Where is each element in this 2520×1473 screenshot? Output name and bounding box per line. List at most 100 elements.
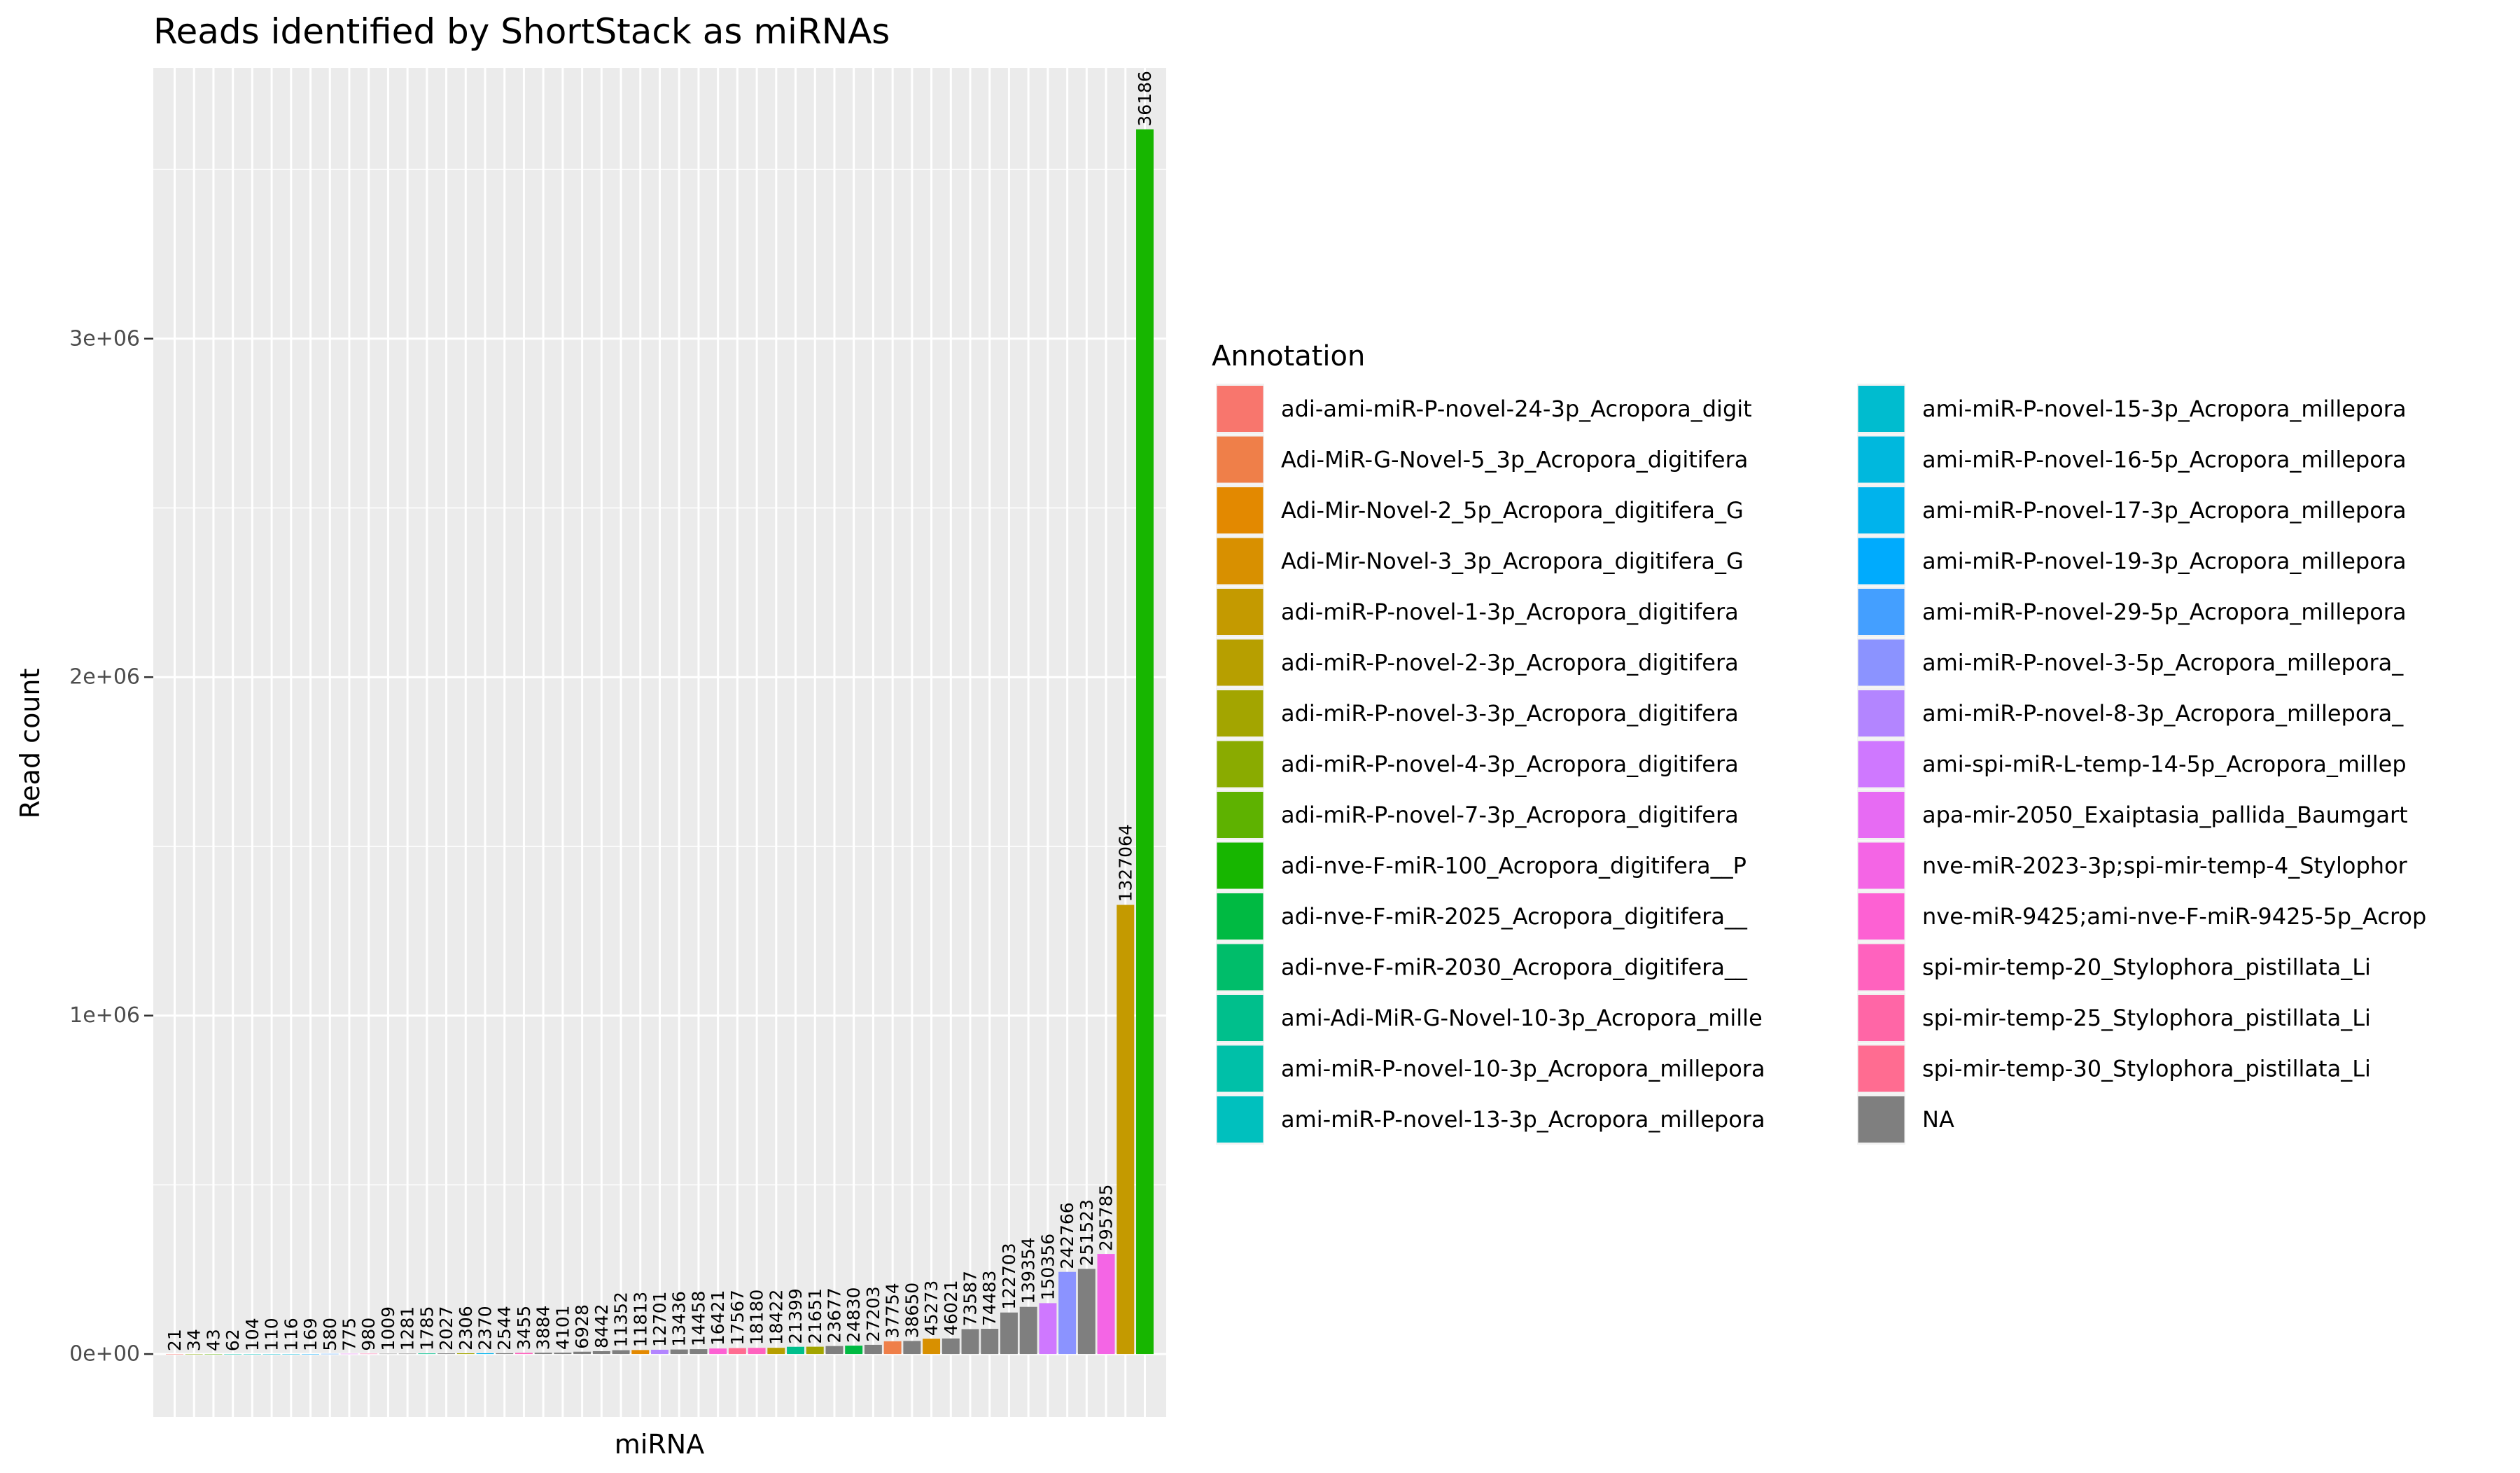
bar-value-label: 34 [184,1329,204,1351]
legend-label: nve-miR-2023-3p;spi-mir-temp-4_Stylophor [1922,853,2408,879]
bar-value-label: 23677 [824,1287,844,1343]
bar-value-label: 580 [320,1318,340,1351]
legend-swatch [1858,995,1905,1041]
y-axis: 0e+00 1e+06 2e+06 3e+06 [69,326,153,1367]
bar [1039,1303,1057,1355]
legend-item: adi-miR-P-novel-2-3p_Acropora_digitifera [1216,637,1739,688]
legend-item: spi-mir-temp-20_Stylophora_pistillata_Li [1857,942,2371,993]
bar-value-label: 11813 [630,1292,650,1348]
legend-swatch [1217,842,1264,889]
bar [709,1348,727,1355]
legend-item: Adi-Mir-Novel-2_5p_Acropora_digitifera_G [1216,485,1744,536]
legend-label: adi-miR-P-novel-7-3p_Acropora_digitifera [1281,802,1739,828]
bar-value-label: 21 [164,1329,185,1351]
bar [1000,1312,1018,1355]
y-axis-title: Read count [15,669,46,819]
bar-value-label: 62 [223,1329,243,1351]
legend-swatch [1858,792,1905,838]
bar-value-label: 18422 [766,1290,786,1346]
bar [787,1346,805,1355]
legend-item: adi-nve-F-miR-100_Acropora_digitifera__P [1216,840,1746,891]
legend-label: adi-miR-P-novel-3-3p_Acropora_digitifera [1281,700,1739,727]
legend-swatch [1858,386,1905,432]
bar-value-label: 1327064 [1115,824,1135,902]
bar [864,1344,882,1355]
legend-label: ami-spi-miR-L-temp-14-5p_Acropora_millep [1922,751,2407,778]
bar-value-label: 8442 [592,1304,612,1348]
bar-value-label: 122703 [999,1243,1019,1309]
bar-value-label: 3455 [514,1306,534,1350]
bars [166,129,1154,1355]
bar [845,1346,863,1355]
legend-label: adi-miR-P-novel-1-3p_Acropora_digitifera [1281,599,1739,625]
bar [961,1329,979,1355]
legend-label: adi-miR-P-novel-4-3p_Acropora_digitifera [1281,751,1739,778]
legend-item: ami-miR-P-novel-3-5p_Acropora_millepora_ [1857,637,2404,688]
bar-value-label: 36186 [1135,71,1155,127]
bar-value-label: 3884 [533,1306,554,1350]
legend-swatch [1217,792,1264,838]
legend-item: adi-nve-F-miR-2030_Acropora_digitifera__ [1216,942,1748,993]
legend-item: nve-miR-9425;ami-nve-F-miR-9425-5p_Acrop [1857,891,2426,942]
bar-value-label: 980 [358,1318,379,1351]
bar-value-label: 12701 [650,1291,670,1347]
bar [438,1353,456,1355]
bar-value-label: 6928 [572,1304,592,1349]
legend-swatch [1858,893,1905,940]
bar-value-label: 17567 [727,1290,748,1346]
legend-swatch [1858,639,1905,686]
legend-item: adi-miR-P-novel-7-3p_Acropora_digitifera [1216,790,1739,840]
bar-value-label: 116 [281,1318,301,1351]
legend-swatch [1217,995,1264,1041]
bar [262,1354,281,1355]
bar [690,1349,708,1355]
legend-swatch [1217,487,1264,533]
bar [496,1353,514,1355]
legend-item: Adi-Mir-Novel-3_3p_Acropora_digitifera_G [1216,536,1744,587]
bar-value-label: 14458 [688,1291,708,1347]
bar [1097,1254,1115,1355]
bar-value-label: 18180 [747,1290,767,1346]
legend-label: ami-miR-P-novel-29-5p_Acropora_millepora [1922,599,2407,625]
legend-swatch [1217,538,1264,585]
bar [728,1348,746,1355]
bar-value-label: 16421 [708,1290,728,1346]
legend-label: adi-ami-miR-P-novel-24-3p_Acropora_digit [1281,396,1752,422]
bar [456,1353,475,1355]
bar-value-label: 1281 [398,1306,418,1351]
legend-item: ami-miR-P-novel-29-5p_Acropora_millepora [1857,587,2407,637]
legend-item: ami-miR-P-novel-13-3p_Acropora_millepora [1216,1094,1765,1145]
bar-value-label: 46021 [941,1280,961,1336]
legend-item: adi-miR-P-novel-1-3p_Acropora_digitifera [1216,587,1739,637]
legend-item: ami-miR-P-novel-8-3p_Acropora_millepora_ [1857,688,2404,739]
bar [166,1354,183,1355]
legend-label: ami-miR-P-novel-16-5p_Acropora_millepora [1922,447,2407,473]
bar [981,1329,999,1355]
bar [185,1354,203,1355]
legend-item: apa-mir-2050_Exaiptasia_pallida_Baumgart [1857,790,2408,840]
chart-title: Reads identified by ShortStack as miRNAs [153,11,890,52]
legend-label: ami-miR-P-novel-13-3p_Acropora_millepora [1281,1106,1765,1133]
bar-value-label: 21651 [805,1288,825,1344]
legend-swatch [1858,741,1905,788]
bar [398,1353,416,1355]
legend-item: ami-miR-P-novel-19-3p_Acropora_millepora [1857,536,2407,587]
bar [767,1348,785,1355]
legend-item: spi-mir-temp-30_Stylophora_pistillata_Li [1857,1043,2371,1094]
bar-value-label: 4101 [552,1305,573,1350]
legend-label: ami-miR-P-novel-19-3p_Acropora_millepora [1922,548,2407,575]
bar-value-label: 169 [300,1318,321,1351]
bar [883,1341,902,1355]
grid-major [153,68,1166,1417]
bar-value-label: 110 [262,1318,282,1351]
legend-swatch [1217,741,1264,788]
legend-item: spi-mir-temp-25_Stylophora_pistillata_Li [1857,993,2371,1043]
legend-swatch [1217,944,1264,991]
legend-swatch [1217,386,1264,432]
legend-swatch [1858,690,1905,736]
bar-value-label: 27203 [863,1286,883,1342]
bar-value-label: 2370 [475,1306,496,1350]
bar-value-label: 775 [339,1318,359,1351]
bar-value-label: 295785 [1096,1185,1116,1251]
